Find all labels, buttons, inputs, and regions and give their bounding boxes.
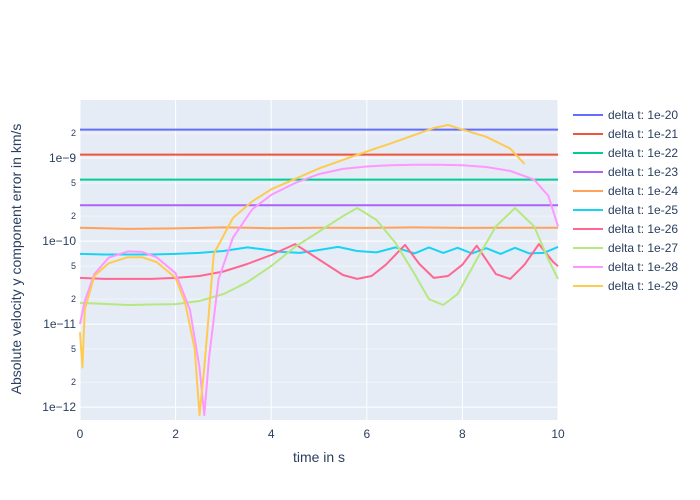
x-axis-ticks: 0 2 4 6 8 10 [77, 427, 565, 441]
series-line [79, 243, 559, 280]
legend: delta t: 1e-20 delta t: 1e-21 delta t: 1e-… [573, 108, 678, 293]
legend-item[interactable]: delta t: 1e-24 [573, 184, 678, 198]
y-axis-ticks: 1e−12 1e−11 1e−10 1e−9 2 5 2 5 2 5 2 [42, 128, 76, 414]
legend-label: delta t: 1e-28 [608, 260, 678, 274]
series-line [79, 124, 526, 417]
legend-item[interactable]: delta t: 1e-26 [573, 222, 678, 236]
grid-lines [79, 100, 559, 420]
legend-label: delta t: 1e-24 [608, 184, 678, 198]
x-tick-label: 2 [172, 427, 179, 441]
y-minor-tick-label: 2 [71, 294, 76, 304]
legend-label: delta t: 1e-23 [608, 165, 678, 179]
y-minor-tick-label: 2 [71, 211, 76, 221]
legend-item[interactable]: delta t: 1e-25 [573, 203, 678, 217]
x-tick-label: 6 [363, 427, 370, 441]
y-minor-tick-label: 5 [71, 261, 76, 271]
series-line [79, 207, 559, 306]
y-axis-title: Absolute velocity y component error in k… [8, 124, 24, 395]
series-line [79, 245, 559, 256]
legend-label: delta t: 1e-27 [608, 241, 678, 255]
x-tick-label: 4 [268, 427, 275, 441]
y-tick-label: 1e−11 [43, 317, 76, 331]
legend-label: delta t: 1e-22 [608, 146, 678, 160]
legend-item[interactable]: delta t: 1e-20 [573, 108, 678, 122]
legend-item[interactable]: delta t: 1e-21 [573, 127, 678, 141]
legend-label: delta t: 1e-25 [608, 203, 678, 217]
legend-item[interactable]: delta t: 1e-28 [573, 260, 678, 274]
legend-label: delta t: 1e-21 [608, 127, 678, 141]
y-tick-label: 1e−12 [42, 400, 76, 414]
legend-label: delta t: 1e-20 [608, 108, 678, 122]
x-tick-label: 8 [459, 427, 466, 441]
y-minor-tick-label: 5 [71, 178, 76, 188]
series-line [79, 163, 559, 417]
y-minor-tick-label: 2 [71, 128, 76, 138]
y-tick-label: 1e−9 [49, 151, 76, 165]
legend-label: delta t: 1e-26 [608, 222, 678, 236]
legend-item[interactable]: delta t: 1e-29 [573, 279, 678, 293]
legend-label: delta t: 1e-29 [608, 279, 678, 293]
legend-item[interactable]: delta t: 1e-27 [573, 241, 678, 255]
series-lines [79, 124, 559, 417]
x-axis-title: time in s [293, 449, 345, 465]
x-tick-label: 0 [77, 427, 84, 441]
y-minor-tick-label: 5 [71, 344, 76, 354]
series-line [79, 226, 558, 230]
y-minor-tick-label: 2 [71, 377, 76, 387]
legend-item[interactable]: delta t: 1e-23 [573, 165, 678, 179]
legend-item[interactable]: delta t: 1e-22 [573, 146, 678, 160]
y-tick-label: 1e−10 [42, 234, 76, 248]
x-tick-label: 10 [551, 427, 565, 441]
